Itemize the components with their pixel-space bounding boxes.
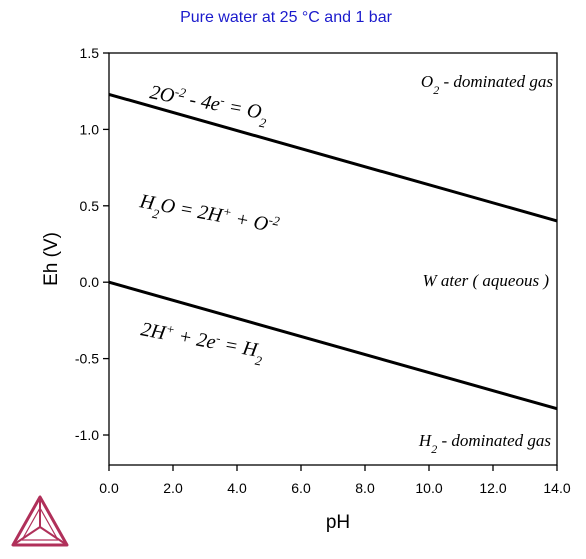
y-axis: 1.5 1.0 0.5 0.0 -0.5 -1.0 xyxy=(75,45,109,443)
water-reaction-p1: H xyxy=(137,190,158,215)
annotation-water-reaction: H2O = 2H+ + O-2 xyxy=(136,188,281,243)
o2-gas-rest: - dominated gas xyxy=(439,72,553,91)
annotation-h2-gas: H2 - dominated gas xyxy=(418,431,551,456)
x-tick-label: 8.0 xyxy=(355,480,375,496)
x-tick-label: 12.0 xyxy=(479,480,506,496)
water-reaction-sup3: -2 xyxy=(268,212,282,229)
h2-reaction-p1: 2H xyxy=(139,318,169,344)
o2-reaction-p3: = O xyxy=(222,95,263,124)
x-axis: 0.0 2.0 4.0 6.0 8.0 10.0 12.0 14.0 xyxy=(99,465,571,496)
plot-area xyxy=(108,52,558,466)
h2-gas-main: H xyxy=(418,431,433,450)
x-tick-label: 14.0 xyxy=(543,480,570,496)
chart-title: Pure water at 25 °C and 1 bar xyxy=(180,9,393,26)
series-line-2 xyxy=(108,280,558,411)
y-tick-label: 0.5 xyxy=(80,198,100,214)
x-tick-label: 6.0 xyxy=(291,480,311,496)
annotation-o2-gas: O2 - dominated gas xyxy=(421,72,553,97)
x-tick-label: 0.0 xyxy=(99,480,119,496)
o2-reaction-p2: - 4e xyxy=(183,88,222,116)
x-tick-label: 10.0 xyxy=(415,480,442,496)
y-tick-label: -1.0 xyxy=(75,427,99,443)
series-line-1 xyxy=(108,92,558,223)
h2-reaction-sup1: + xyxy=(165,320,176,336)
y-tick-label: 0.0 xyxy=(80,274,100,290)
annotation-water-aqueous: W ater ( aqueous ) xyxy=(422,271,549,290)
y-tick-label: -0.5 xyxy=(75,351,99,367)
annotation-h2-reaction: 2H+ + 2e- = H2 xyxy=(138,316,266,368)
x-axis-label: pH xyxy=(326,512,350,533)
h2-reaction-p3: = H xyxy=(218,333,261,362)
water-reaction-sub1: 2 xyxy=(151,205,161,221)
y-axis-label: Eh (V) xyxy=(41,232,62,286)
water-reaction-p2: O = 2H xyxy=(159,194,226,227)
o2-gas-main: O xyxy=(421,72,433,91)
h2-reaction-sub3: 2 xyxy=(254,352,264,368)
h2-gas-sub: 2 xyxy=(431,442,437,456)
h2-reaction-p2: + 2e xyxy=(172,324,218,353)
water-reaction-p3: + O xyxy=(229,207,270,236)
h2-gas-rest: - dominated gas xyxy=(437,431,551,450)
o2-gas-sub: 2 xyxy=(433,83,439,97)
o2-reaction-sup1: -2 xyxy=(174,83,188,100)
x-tick-label: 2.0 xyxy=(163,480,183,496)
series-lines xyxy=(108,92,558,411)
y-tick-label: 1.0 xyxy=(80,121,100,137)
x-tick-label: 4.0 xyxy=(227,480,247,496)
triangle-logo-icon xyxy=(11,495,69,547)
h2-reaction-sup2: - xyxy=(215,330,222,346)
water-reaction-sup2: + xyxy=(222,203,233,219)
o2-reaction-sup2: - xyxy=(219,92,226,108)
o2-reaction-p1: 2O xyxy=(148,81,176,107)
o2-reaction-sub3: 2 xyxy=(258,114,268,130)
y-tick-label: 1.5 xyxy=(80,45,100,61)
